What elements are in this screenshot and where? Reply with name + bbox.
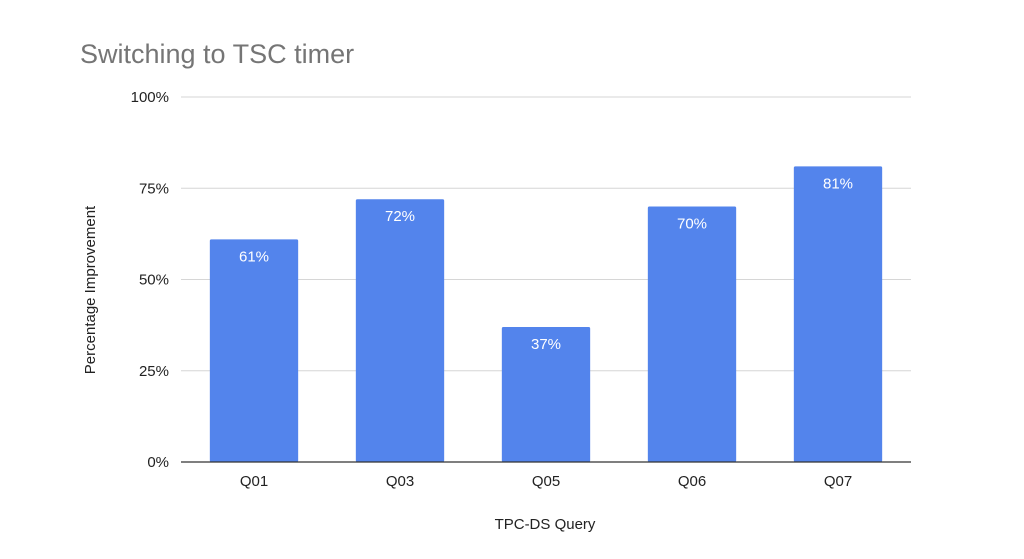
bar-q06 <box>647 206 737 462</box>
x-tick-label: Q06 <box>678 473 706 490</box>
bar-q07 <box>793 166 883 462</box>
bar-q03 <box>355 199 445 462</box>
bar-q05 <box>501 326 591 462</box>
x-axis-title: TPC-DS Query <box>495 516 596 533</box>
data-label-q01: 61% <box>239 248 269 265</box>
x-tick-label: Q05 <box>532 473 560 490</box>
chart-title: Switching to TSC timer <box>80 39 354 69</box>
x-axis-ticks: Q01 Q03 Q05 Q06 Q07 <box>240 473 852 490</box>
y-tick-label: 100% <box>131 89 169 106</box>
x-tick-label: Q01 <box>240 473 268 490</box>
data-label-q06: 70% <box>677 216 707 233</box>
data-labels: 61% 72% 37% 70% 81% <box>239 175 853 353</box>
x-tick-label: Q07 <box>824 473 852 490</box>
data-label-q05: 37% <box>531 336 561 353</box>
y-tick-label: 25% <box>139 363 169 380</box>
y-axis-ticks: 0% 25% 50% 75% 100% <box>131 89 169 471</box>
bars <box>209 166 883 462</box>
data-label-q07: 81% <box>823 175 853 192</box>
y-tick-label: 50% <box>139 272 169 289</box>
x-tick-label: Q03 <box>386 473 414 490</box>
y-tick-label: 0% <box>147 454 169 471</box>
data-label-q03: 72% <box>385 208 415 225</box>
y-axis-title: Percentage Improvement <box>82 205 99 374</box>
y-tick-label: 75% <box>139 180 169 197</box>
bar-q01 <box>209 239 299 462</box>
